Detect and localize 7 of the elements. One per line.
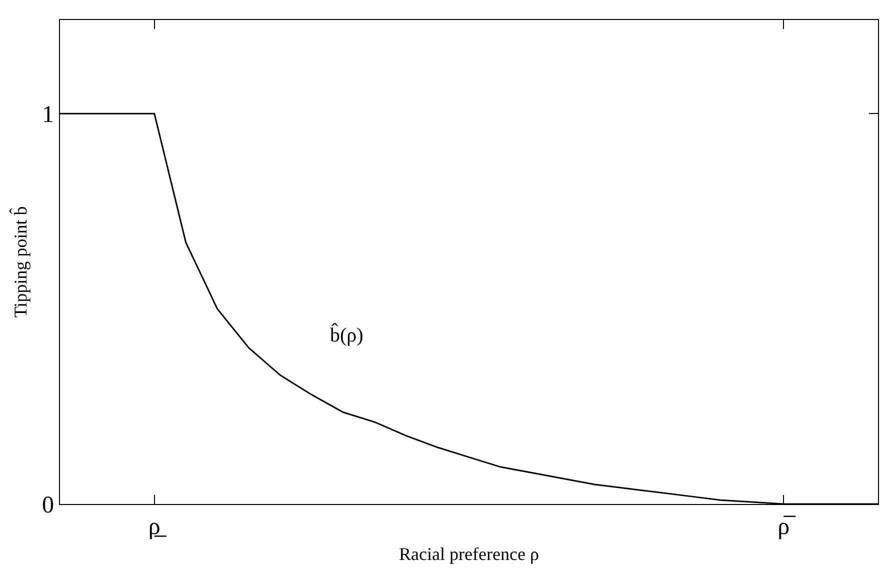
x-tick-label: ρ̅ [778,514,797,540]
y-tick-label: 0 [42,492,54,518]
x-axis-title: Racial preference ρ [399,544,539,564]
y-tick-label: 1 [42,102,54,128]
annotation: b̂(ρ) [330,323,364,347]
x-tick-label: ρ̲ [148,514,168,540]
y-axis-title: Tipping point b̂ [9,206,30,318]
